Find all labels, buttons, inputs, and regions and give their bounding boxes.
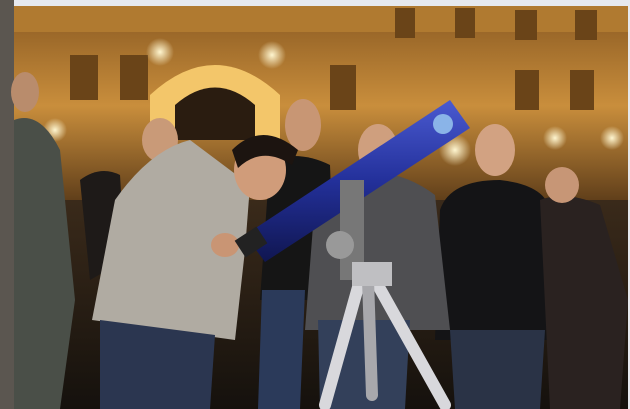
- window: [330, 65, 356, 110]
- building: [14, 6, 628, 206]
- jeans: [450, 330, 545, 409]
- windows: [70, 8, 597, 110]
- window: [515, 10, 537, 40]
- tripod: [319, 274, 451, 409]
- left-strip: [0, 0, 14, 409]
- arch-opening: [175, 87, 255, 140]
- tripod-leg: [369, 274, 451, 409]
- telescope: [234, 100, 470, 409]
- face: [285, 99, 321, 151]
- person-right: [435, 180, 555, 340]
- people: [11, 72, 628, 409]
- window: [515, 70, 539, 110]
- hair: [232, 135, 298, 168]
- face: [545, 167, 579, 203]
- face: [11, 72, 39, 112]
- window: [120, 55, 148, 100]
- jeans: [100, 320, 215, 409]
- window: [70, 55, 98, 100]
- knob: [326, 231, 354, 259]
- window: [570, 70, 594, 110]
- tripod-leg: [319, 274, 366, 409]
- lamp: [600, 126, 624, 150]
- lamp: [258, 41, 286, 69]
- lamp: [146, 38, 174, 66]
- hand: [211, 233, 239, 257]
- woman: [540, 196, 628, 409]
- jeans: [258, 290, 305, 409]
- lamp: [543, 126, 567, 150]
- hoodie: [92, 140, 250, 340]
- window: [395, 8, 415, 38]
- tripod-leg: [362, 274, 378, 401]
- face: [475, 124, 515, 176]
- tripod-head: [352, 262, 392, 286]
- person-left: [14, 118, 75, 409]
- window: [575, 10, 597, 40]
- eyepiece: [234, 226, 268, 258]
- logo: [433, 114, 453, 134]
- window: [455, 8, 475, 38]
